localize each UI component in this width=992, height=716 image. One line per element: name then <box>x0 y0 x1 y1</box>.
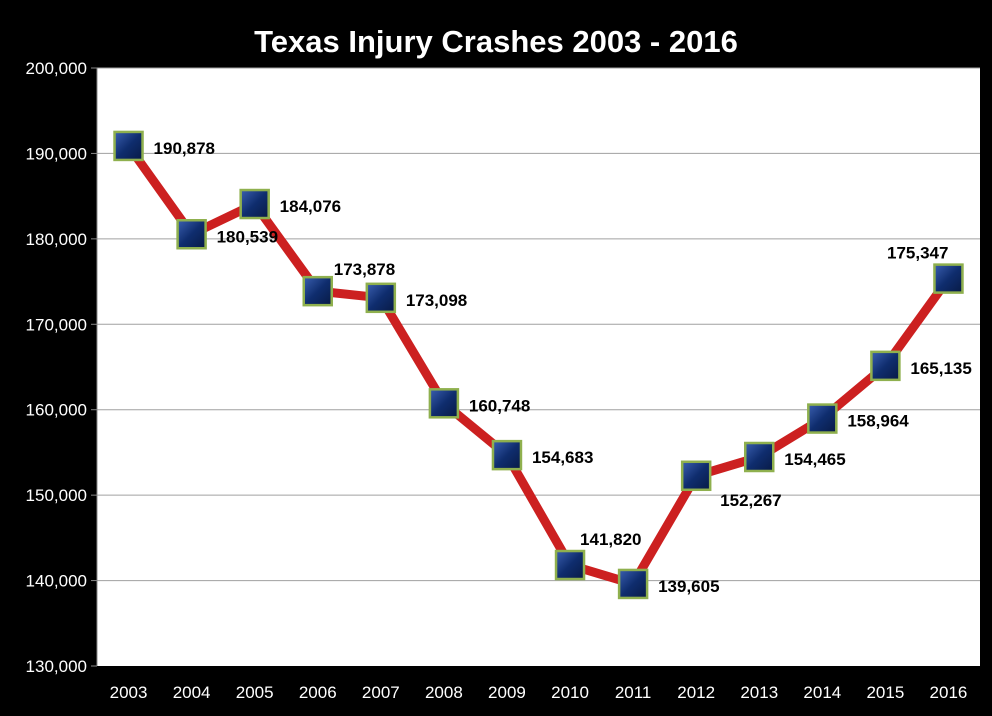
data-label: 180,539 <box>217 227 278 246</box>
y-tick-label: 180,000 <box>26 230 87 249</box>
data-marker <box>428 388 460 419</box>
data-marker <box>491 439 523 471</box>
data-label: 160,748 <box>469 396 530 415</box>
x-tick-label: 2004 <box>173 683 211 702</box>
plot-area <box>97 68 980 666</box>
x-tick-label: 2009 <box>488 683 526 702</box>
x-tick-label: 2008 <box>425 683 463 702</box>
x-tick-label: 2014 <box>803 683 841 702</box>
data-marker <box>176 219 207 250</box>
x-tick-label: 2012 <box>677 683 715 702</box>
data-marker <box>365 282 397 314</box>
data-marker <box>617 568 649 600</box>
y-tick-label: 140,000 <box>26 572 87 591</box>
chart-title: Texas Injury Crashes 2003 - 2016 <box>254 24 738 59</box>
data-label: 165,135 <box>910 359 971 378</box>
data-label: 173,878 <box>334 260 395 279</box>
y-tick-label: 130,000 <box>26 657 87 676</box>
data-label: 158,964 <box>847 412 909 431</box>
data-marker <box>554 549 586 581</box>
data-label: 152,267 <box>720 491 781 510</box>
data-label: 154,683 <box>532 448 593 467</box>
data-marker <box>933 263 964 294</box>
x-tick-label: 2010 <box>551 683 589 702</box>
data-label: 154,465 <box>784 450 845 469</box>
data-marker <box>113 130 144 162</box>
x-tick-label: 2015 <box>866 683 904 702</box>
data-label: 190,878 <box>154 139 215 158</box>
data-marker <box>807 403 838 434</box>
data-label: 184,076 <box>280 197 341 216</box>
data-label: 175,347 <box>887 244 948 263</box>
data-marker <box>744 441 775 473</box>
y-tick-label: 190,000 <box>26 144 87 163</box>
data-marker <box>302 275 333 307</box>
x-tick-label: 2005 <box>236 683 274 702</box>
x-tick-label: 2006 <box>299 683 337 702</box>
x-tick-label: 2016 <box>930 683 968 702</box>
x-tick-label: 2003 <box>110 683 148 702</box>
y-tick-label: 160,000 <box>26 401 87 420</box>
y-tick-label: 200,000 <box>26 59 87 78</box>
data-label: 139,605 <box>658 577 719 596</box>
data-label: 173,098 <box>406 291 467 310</box>
x-tick-label: 2011 <box>615 683 652 702</box>
y-tick-label: 170,000 <box>26 315 87 334</box>
data-marker <box>680 460 712 492</box>
x-tick-label: 2013 <box>740 683 778 702</box>
x-tick-label: 2007 <box>362 683 400 702</box>
data-label: 141,820 <box>580 530 641 549</box>
y-tick-label: 150,000 <box>26 486 87 505</box>
data-marker <box>870 350 901 382</box>
data-marker <box>239 188 270 220</box>
